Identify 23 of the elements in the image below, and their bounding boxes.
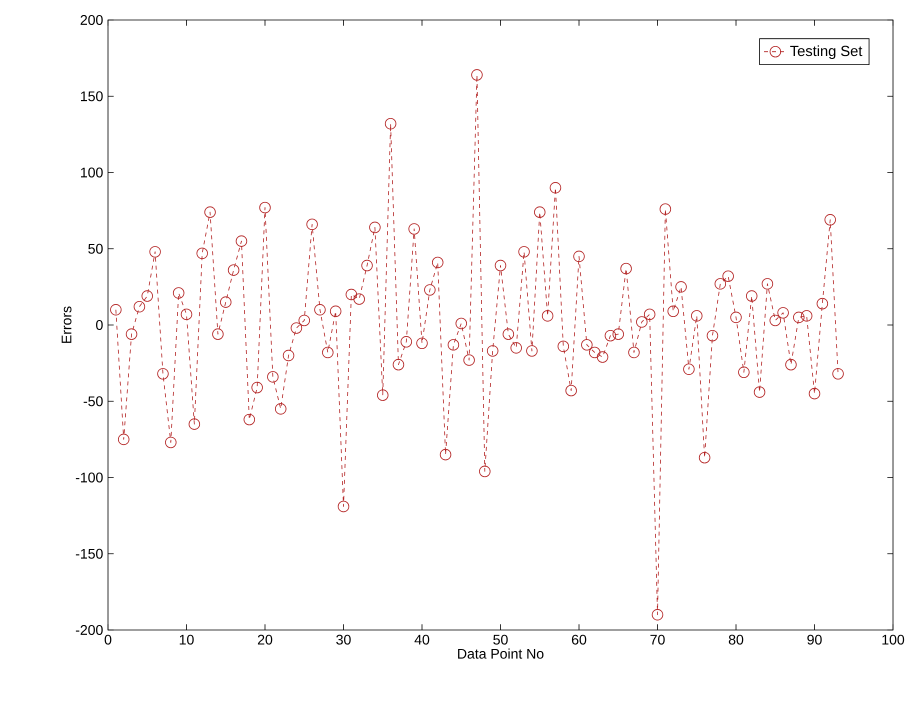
x-tick-label: 30: [336, 634, 351, 645]
y-tick-label: 50: [88, 244, 103, 254]
x-tick-label: 80: [728, 634, 744, 645]
x-tick-label: 20: [258, 634, 272, 645]
x-tick-label: 0: [104, 634, 112, 645]
x-axis-title: Data Point No: [458, 648, 544, 659]
y-tick-label: -100: [76, 472, 103, 482]
x-tick-label: 70: [650, 634, 665, 645]
legend-label: Testing Set: [790, 45, 862, 60]
x-tick-label: 50: [493, 634, 508, 645]
y-tick-label: 0: [96, 320, 103, 330]
x-tick-label: 10: [180, 634, 194, 645]
y-tick-label: 200: [80, 15, 103, 25]
y-tick-label: 150: [81, 91, 103, 102]
x-tick-label: 60: [572, 634, 586, 645]
y-tick-label: 100: [81, 168, 103, 178]
y-tick-label: -200: [76, 625, 103, 635]
x-tick-label: 100: [882, 634, 904, 645]
x-tick-label: 90: [807, 634, 822, 645]
y-tick-label: -150: [76, 548, 103, 559]
y-tick-label: -50: [84, 396, 103, 406]
x-tick-label: 40: [414, 634, 430, 645]
y-axis-title: Errors: [62, 306, 72, 343]
